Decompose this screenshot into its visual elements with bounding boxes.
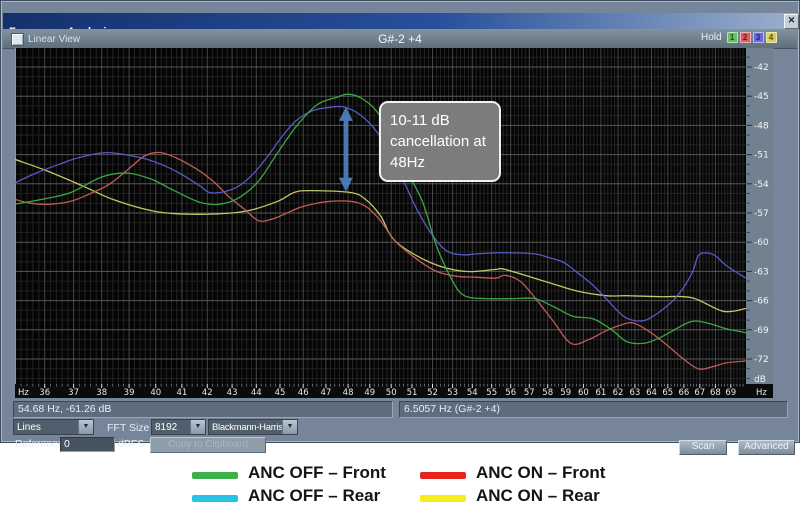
svg-text:-66: -66	[754, 297, 769, 307]
svg-text:59: 59	[560, 388, 571, 398]
svg-text:38: 38	[96, 388, 107, 398]
svg-text:48: 48	[343, 388, 354, 398]
svg-text:51: 51	[407, 388, 418, 398]
svg-text:55: 55	[486, 388, 497, 398]
svg-text:69: 69	[725, 388, 736, 398]
svg-text:68: 68	[710, 388, 721, 398]
hold-1-button[interactable]: 1	[726, 32, 738, 43]
window-function-select[interactable]: Blackmann-Harris ▼	[208, 419, 298, 435]
svg-text:-57: -57	[754, 209, 769, 219]
svg-text:-69: -69	[754, 326, 769, 336]
series-anc-on-rear	[15, 158, 746, 313]
display-mode-select[interactable]: Lines ▼	[13, 419, 94, 435]
display-mode-value: Lines	[17, 422, 41, 433]
fft-size-select[interactable]: 8192 ▼	[151, 419, 206, 435]
chart-legend: ANC OFF – Front ANC OFF – Rear ANC ON – Fr…	[0, 455, 800, 515]
legend-swatch	[420, 495, 466, 502]
series-anc-off-rear	[15, 105, 746, 322]
copy-to-clipboard-button[interactable]: Copy to Clipboard	[150, 437, 266, 453]
reference-input[interactable]: 0	[60, 437, 115, 452]
svg-text:-42: -42	[754, 63, 769, 73]
svg-text:66: 66	[678, 388, 689, 398]
scan-button[interactable]: Scan	[679, 440, 727, 455]
titlebar[interactable]: Frequency Analysis	[3, 13, 797, 38]
close-button[interactable]: ✕	[784, 14, 799, 29]
chevron-down-icon[interactable]: ▼	[78, 420, 93, 434]
legend-label: ANC OFF – Front	[248, 463, 386, 482]
advanced-button[interactable]: Advanced	[738, 440, 795, 455]
series-anc-off-front	[15, 93, 746, 345]
svg-text:43: 43	[227, 388, 238, 398]
svg-text:58: 58	[542, 388, 553, 398]
annotation-callout: 10-11 dB cancellation at 48Hz	[379, 101, 501, 182]
svg-text:57: 57	[524, 388, 535, 398]
hold-label: Hold	[701, 32, 722, 43]
svg-text:46: 46	[298, 388, 309, 398]
svg-text:-45: -45	[754, 92, 769, 102]
svg-text:54: 54	[467, 388, 478, 398]
hold-2-button[interactable]: 2	[739, 32, 751, 43]
svg-text:47: 47	[320, 388, 331, 398]
hold-3-button[interactable]: 3	[752, 32, 764, 43]
svg-text:40: 40	[150, 388, 161, 398]
svg-text:-60: -60	[754, 238, 769, 248]
svg-text:50: 50	[386, 388, 397, 398]
toolbar	[3, 29, 797, 49]
svg-text:45: 45	[275, 388, 286, 398]
linear-view-label: Linear View	[28, 34, 81, 45]
cancellation-arrow	[338, 106, 353, 192]
svg-text:-51: -51	[754, 151, 769, 161]
svg-text:63: 63	[629, 388, 640, 398]
frequency-analysis-window: Frequency Analysis ✕ Linear View G#-2 +4…	[0, 0, 800, 455]
svg-text:52: 52	[427, 388, 438, 398]
svg-text:61: 61	[595, 388, 606, 398]
legend-swatch	[192, 495, 238, 502]
series-anc-on-front	[15, 151, 746, 370]
hold-4-button[interactable]: 4	[765, 32, 777, 43]
svg-text:64: 64	[646, 388, 657, 398]
svg-text:44: 44	[251, 388, 262, 398]
svg-text:42: 42	[202, 388, 213, 398]
svg-text:-48: -48	[754, 121, 769, 131]
svg-text:37: 37	[68, 388, 79, 398]
fft-size-label: FFT Size	[107, 422, 150, 434]
legend-label: ANC ON – Front	[476, 463, 606, 482]
chevron-down-icon[interactable]: ▼	[190, 420, 205, 434]
chevron-down-icon[interactable]: ▼	[282, 420, 297, 434]
legend-swatch	[192, 472, 238, 479]
svg-text:53: 53	[447, 388, 458, 398]
svg-text:-63: -63	[754, 267, 769, 277]
linear-view-checkbox[interactable]	[11, 33, 24, 46]
reference-unit-label: dBFS	[118, 438, 145, 450]
svg-text:Hz: Hz	[756, 388, 767, 398]
svg-text:49: 49	[364, 388, 375, 398]
svg-text:36: 36	[39, 388, 50, 398]
reference-label: Reference	[15, 438, 64, 450]
legend-swatch	[420, 472, 466, 479]
svg-text:Hz: Hz	[18, 388, 29, 398]
legend-label: ANC OFF – Rear	[248, 486, 381, 505]
svg-text:41: 41	[176, 388, 187, 398]
fft-size-value: 8192	[155, 422, 178, 433]
svg-text:dB: dB	[754, 375, 766, 385]
window-function-value: Blackmann-Harris	[212, 422, 282, 433]
svg-text:-72: -72	[754, 355, 769, 365]
svg-text:65: 65	[662, 388, 673, 398]
svg-text:62: 62	[613, 388, 624, 398]
close-icon: ✕	[787, 15, 796, 25]
svg-text:-54: -54	[754, 180, 769, 190]
svg-text:39: 39	[124, 388, 135, 398]
legend-label: ANC ON – Rear	[476, 486, 600, 505]
svg-text:56: 56	[505, 388, 516, 398]
svg-text:67: 67	[694, 388, 705, 398]
resolution-readout: 6.5057 Hz (G#-2 +4)	[399, 401, 788, 418]
svg-text:60: 60	[578, 388, 589, 398]
cursor-readout: 54.68 Hz, -61.26 dB	[13, 401, 393, 418]
